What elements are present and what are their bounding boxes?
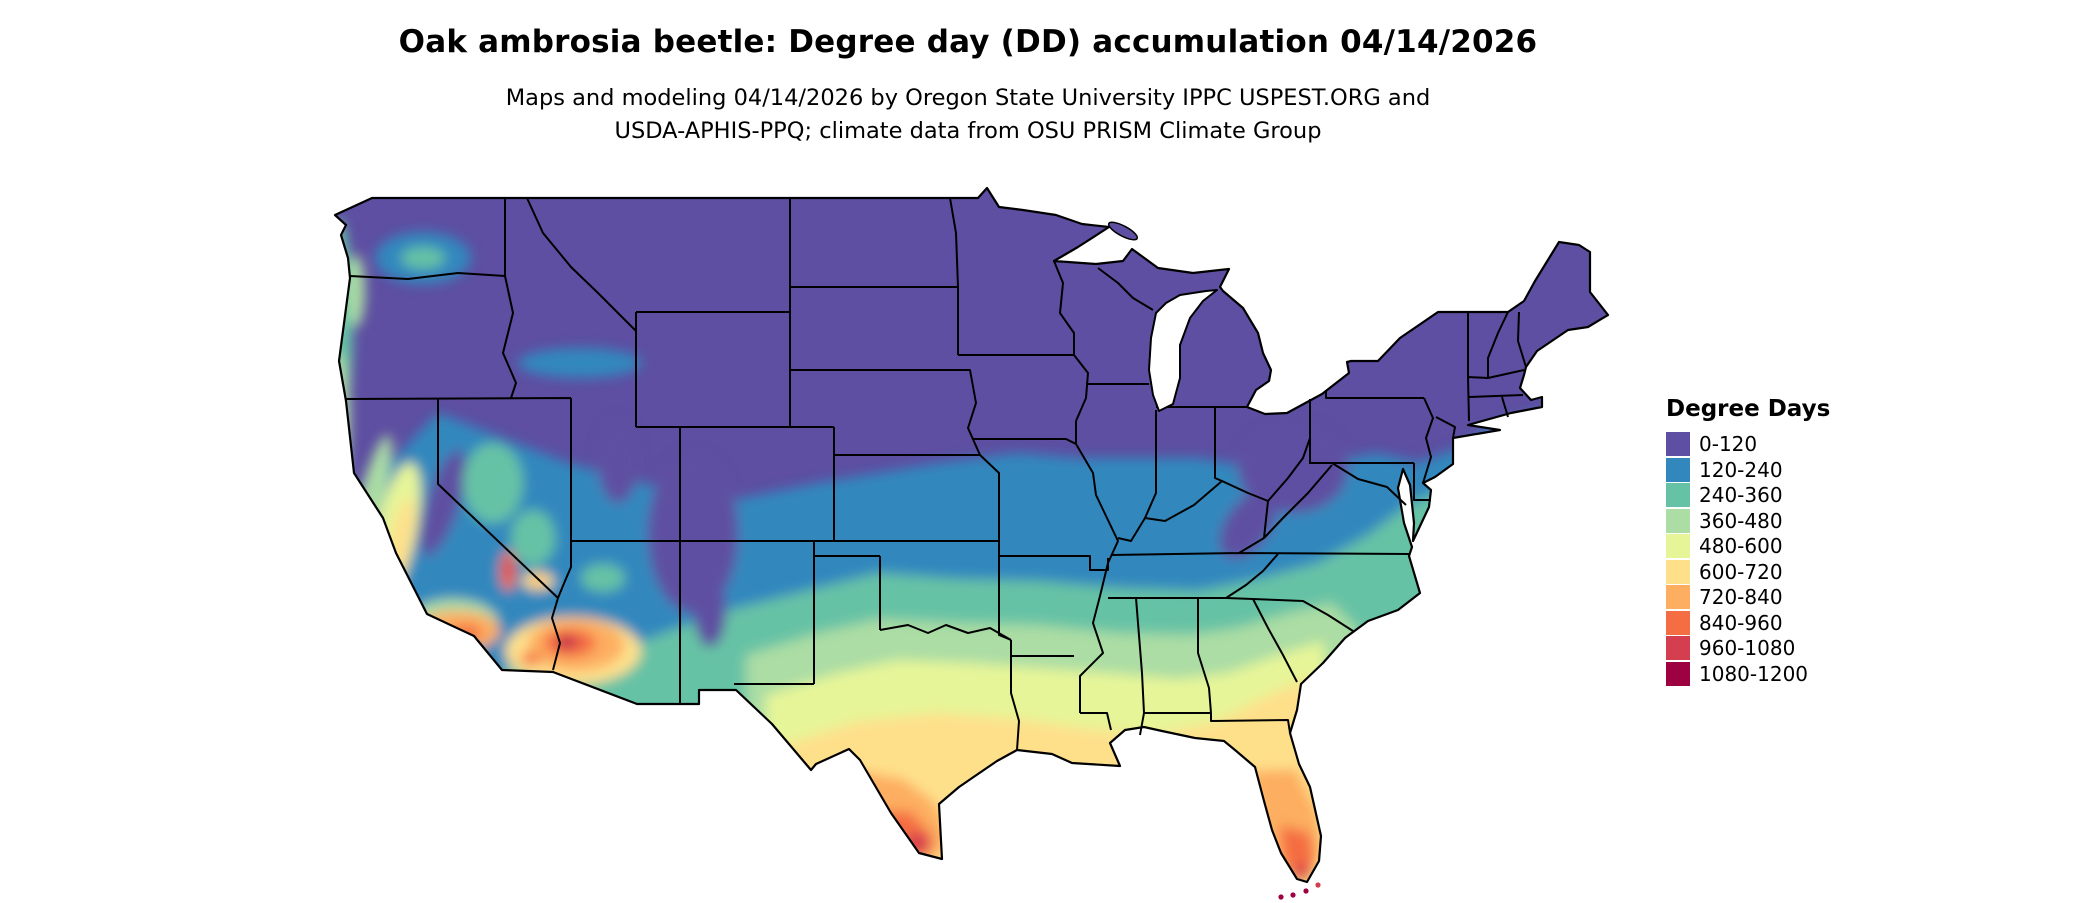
state-borders-west — [345, 197, 1109, 751]
legend-item-label: 120-240 — [1699, 457, 1783, 482]
legend-item: 0-120 — [1666, 432, 1830, 456]
legend-items: 0-120 120-240 240-360 360-480 480-600 600-720… — [1666, 432, 1830, 686]
legend-swatch — [1666, 483, 1690, 507]
florida-keys — [1278, 882, 1321, 900]
us-map-svg — [333, 186, 1610, 900]
legend-item-label: 600-720 — [1699, 559, 1783, 584]
legend-item: 840-960 — [1666, 610, 1830, 635]
legend-item-label: 0-120 — [1699, 432, 1758, 456]
us-degree-day-map — [318, 173, 1628, 903]
legend-item-label: 360-480 — [1699, 508, 1783, 533]
legend-swatch — [1666, 534, 1690, 558]
legend-item: 480-600 — [1666, 534, 1830, 558]
land-outline — [333, 186, 1610, 884]
legend-item-label: 480-600 — [1699, 534, 1783, 558]
subtitle-line-1: Maps and modeling 04/14/2026 by Oregon S… — [505, 85, 1431, 111]
legend-item: 120-240 — [1666, 457, 1830, 482]
state-borders-northeast — [1325, 311, 1527, 484]
heading-block: Oak ambrosia beetle: Degree day (DD) acc… — [0, 24, 1936, 148]
legend: Degree Days 0-120 120-240 240-360 360-480 48… — [1666, 396, 1830, 686]
legend-swatch — [1666, 610, 1690, 635]
legend-item-label: 960-1080 — [1699, 636, 1796, 660]
legend-swatch — [1666, 432, 1690, 456]
legend-title: Degree Days — [1666, 396, 1831, 422]
page-subtitle: Maps and modeling 04/14/2026 by Oregon S… — [0, 82, 1936, 148]
legend-swatch — [1666, 636, 1690, 660]
legend-item: 360-480 — [1666, 508, 1830, 533]
page-title: Oak ambrosia beetle: Degree day (DD) acc… — [398, 24, 1538, 60]
legend-swatch — [1666, 457, 1690, 482]
legend-item-label: 720-840 — [1699, 585, 1783, 609]
legend-item: 240-360 — [1666, 483, 1830, 507]
degree-day-field — [335, 188, 1608, 882]
lake-michigan — [1148, 289, 1218, 412]
legend-item: 720-840 — [1666, 585, 1830, 609]
legend-item: 600-720 — [1666, 559, 1830, 584]
legend-swatch — [1666, 661, 1690, 686]
legend-item-label: 840-960 — [1699, 610, 1783, 635]
legend-item: 1080-1200 — [1666, 661, 1830, 686]
legend-swatch — [1666, 508, 1690, 533]
legend-item-label: 1080-1200 — [1699, 661, 1809, 686]
legend-swatch — [1666, 585, 1690, 609]
legend-item-label: 240-360 — [1699, 483, 1783, 507]
subtitle-line-2: USDA-APHIS-PPQ; climate data from OSU PR… — [614, 118, 1322, 144]
state-borders-central — [972, 260, 1431, 736]
legend-swatch — [1666, 559, 1690, 584]
isle-royale — [1107, 221, 1139, 241]
legend-item: 960-1080 — [1666, 636, 1830, 660]
